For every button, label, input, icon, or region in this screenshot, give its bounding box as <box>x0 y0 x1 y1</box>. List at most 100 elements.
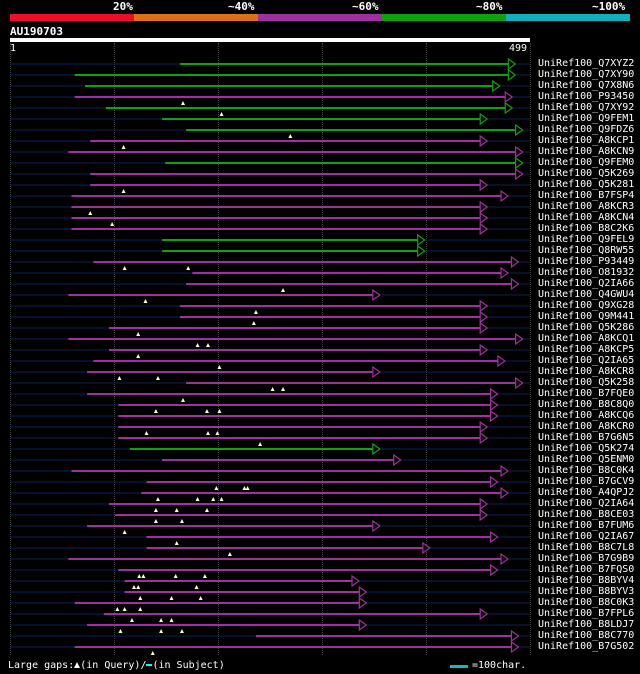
hit-row[interactable] <box>10 68 530 82</box>
hit-label[interactable]: UniRef100_B8BYV3 <box>538 586 635 597</box>
hit-label[interactable]: UniRef100_B7FPL6 <box>538 608 635 619</box>
hit-label[interactable]: UniRef100_O81932 <box>538 267 635 278</box>
hit-row[interactable] <box>10 409 530 423</box>
hit-row[interactable] <box>10 255 530 270</box>
hit-label[interactable]: UniRef100_Q2IA64 <box>538 498 635 509</box>
hit-label[interactable]: UniRef100_B7G502 <box>538 641 635 652</box>
hit-label[interactable]: UniRef100_Q2IA65 <box>538 355 635 366</box>
hit-label[interactable]: UniRef100_Q9FEM1 <box>538 113 635 124</box>
hit-row[interactable] <box>10 376 530 391</box>
hit-row[interactable] <box>10 266 530 280</box>
hit-row[interactable] <box>10 288 530 303</box>
hit-row[interactable] <box>10 101 530 116</box>
hit-row[interactable] <box>10 387 530 402</box>
hit-label[interactable]: UniRef100_Q5K269 <box>538 168 635 179</box>
hit-label[interactable]: UniRef100_Q2IA66 <box>538 278 635 289</box>
hit-row[interactable] <box>10 189 530 203</box>
hit-label[interactable]: UniRef100_Q2IA67 <box>538 531 635 542</box>
hit-label[interactable]: UniRef100_Q9XG28 <box>538 300 635 311</box>
hit-label[interactable]: UniRef100_A8KCQ6 <box>538 410 635 421</box>
hit-row[interactable] <box>10 618 530 633</box>
hit-label[interactable]: UniRef100_Q5K258 <box>538 377 635 388</box>
hit-row[interactable] <box>10 365 530 380</box>
hit-row[interactable] <box>10 145 530 159</box>
hit-label[interactable]: UniRef100_B8C0K3 <box>538 597 635 608</box>
hit-label[interactable]: UniRef100_A8KCQ1 <box>538 333 635 344</box>
hit-label[interactable]: UniRef100_B8BYV4 <box>538 575 635 586</box>
hit-label[interactable]: UniRef100_B7GCV9 <box>538 476 635 487</box>
hit-row[interactable] <box>10 112 530 126</box>
hit-row[interactable] <box>10 233 530 247</box>
hit-row[interactable] <box>10 464 530 478</box>
hit-label[interactable]: UniRef100_A8KCR8 <box>538 366 635 377</box>
hit-label[interactable]: UniRef100_A8KCR3 <box>538 201 635 212</box>
hit-label[interactable]: UniRef100_B7FQS0 <box>538 564 635 575</box>
hit-label[interactable]: UniRef100_B8C7L8 <box>538 542 635 553</box>
hit-row[interactable] <box>10 574 530 589</box>
hit-row[interactable] <box>10 640 530 655</box>
hit-row[interactable] <box>10 167 530 181</box>
hit-row[interactable] <box>10 453 530 467</box>
hit-row[interactable] <box>10 354 530 369</box>
hit-label[interactable]: UniRef100_P93449 <box>538 256 635 267</box>
hit-label[interactable]: UniRef100_B7FUM6 <box>538 520 635 531</box>
hit-row[interactable] <box>10 90 530 105</box>
hit-row[interactable] <box>10 508 530 523</box>
hit-row[interactable] <box>10 596 530 611</box>
hit-label[interactable]: UniRef100_B8C0K4 <box>538 465 635 476</box>
hit-row[interactable] <box>10 332 530 347</box>
hit-row[interactable] <box>10 200 530 215</box>
hit-label[interactable]: UniRef100_A8KCP5 <box>538 344 635 355</box>
hit-label[interactable]: UniRef100_P93450 <box>538 91 635 102</box>
hit-label[interactable]: UniRef100_Q9FEL9 <box>538 234 635 245</box>
hit-label[interactable]: UniRef100_Q9FEM0 <box>538 157 635 168</box>
hit-row[interactable] <box>10 607 530 622</box>
hit-row[interactable] <box>10 420 530 435</box>
hit-row[interactable] <box>10 442 530 456</box>
hit-row[interactable] <box>10 431 530 446</box>
hit-label[interactable]: UniRef100_Q8RW55 <box>538 245 635 256</box>
hit-row[interactable] <box>10 585 530 600</box>
hit-row[interactable] <box>10 123 530 138</box>
hit-label[interactable]: UniRef100_B8C2K6 <box>538 223 635 234</box>
hit-label[interactable]: UniRef100_Q5K281 <box>538 179 635 190</box>
hit-row[interactable] <box>10 398 530 413</box>
hit-row[interactable] <box>10 541 530 556</box>
hit-label[interactable]: UniRef100_Q9FDZ6 <box>538 124 635 135</box>
hit-label[interactable]: UniRef100_A4QPJ2 <box>538 487 635 498</box>
hit-row[interactable] <box>10 321 530 336</box>
hit-row[interactable] <box>10 277 530 292</box>
hit-label[interactable]: UniRef100_B8C770 <box>538 630 635 641</box>
hit-row[interactable] <box>10 211 530 226</box>
hit-label[interactable]: UniRef100_Q7XY92 <box>538 102 635 113</box>
hit-row[interactable] <box>10 57 530 71</box>
hit-row[interactable] <box>10 244 530 258</box>
hit-label[interactable]: UniRef100_Q5K274 <box>538 443 635 454</box>
hit-label[interactable]: UniRef100_A8KCP1 <box>538 135 635 146</box>
hit-label[interactable]: UniRef100_Q7X8N6 <box>538 80 635 91</box>
hit-label[interactable]: UniRef100_Q7XYZ2 <box>538 58 635 69</box>
hit-row[interactable] <box>10 629 530 643</box>
hit-label[interactable]: UniRef100_A8KCN9 <box>538 146 635 157</box>
hit-label[interactable]: UniRef100_Q7XY90 <box>538 69 635 80</box>
hit-label[interactable]: UniRef100_B7G9B9 <box>538 553 635 564</box>
hit-row[interactable] <box>10 222 530 236</box>
hit-label[interactable]: UniRef100_Q4GWU4 <box>538 289 635 300</box>
hit-row[interactable] <box>10 475 530 490</box>
hit-row[interactable] <box>10 563 530 578</box>
hit-row[interactable] <box>10 343 530 358</box>
hit-row[interactable] <box>10 134 530 149</box>
hit-label[interactable]: UniRef100_Q5ENM0 <box>538 454 635 465</box>
hit-row[interactable] <box>10 530 530 545</box>
hit-label[interactable]: UniRef100_A8KCN4 <box>538 212 635 223</box>
hit-label[interactable]: UniRef100_B8C8Q0 <box>538 399 635 410</box>
hit-label[interactable]: UniRef100_Q5K286 <box>538 322 635 333</box>
hit-row[interactable] <box>10 178 530 193</box>
hit-label[interactable]: UniRef100_A8KCR0 <box>538 421 635 432</box>
hit-row[interactable] <box>10 310 530 325</box>
hit-row[interactable] <box>10 299 530 314</box>
hit-row[interactable] <box>10 79 530 93</box>
hit-label[interactable]: UniRef100_B7G6N5 <box>538 432 635 443</box>
hit-label[interactable]: UniRef100_Q9M441 <box>538 311 635 322</box>
hit-row[interactable] <box>10 519 530 534</box>
